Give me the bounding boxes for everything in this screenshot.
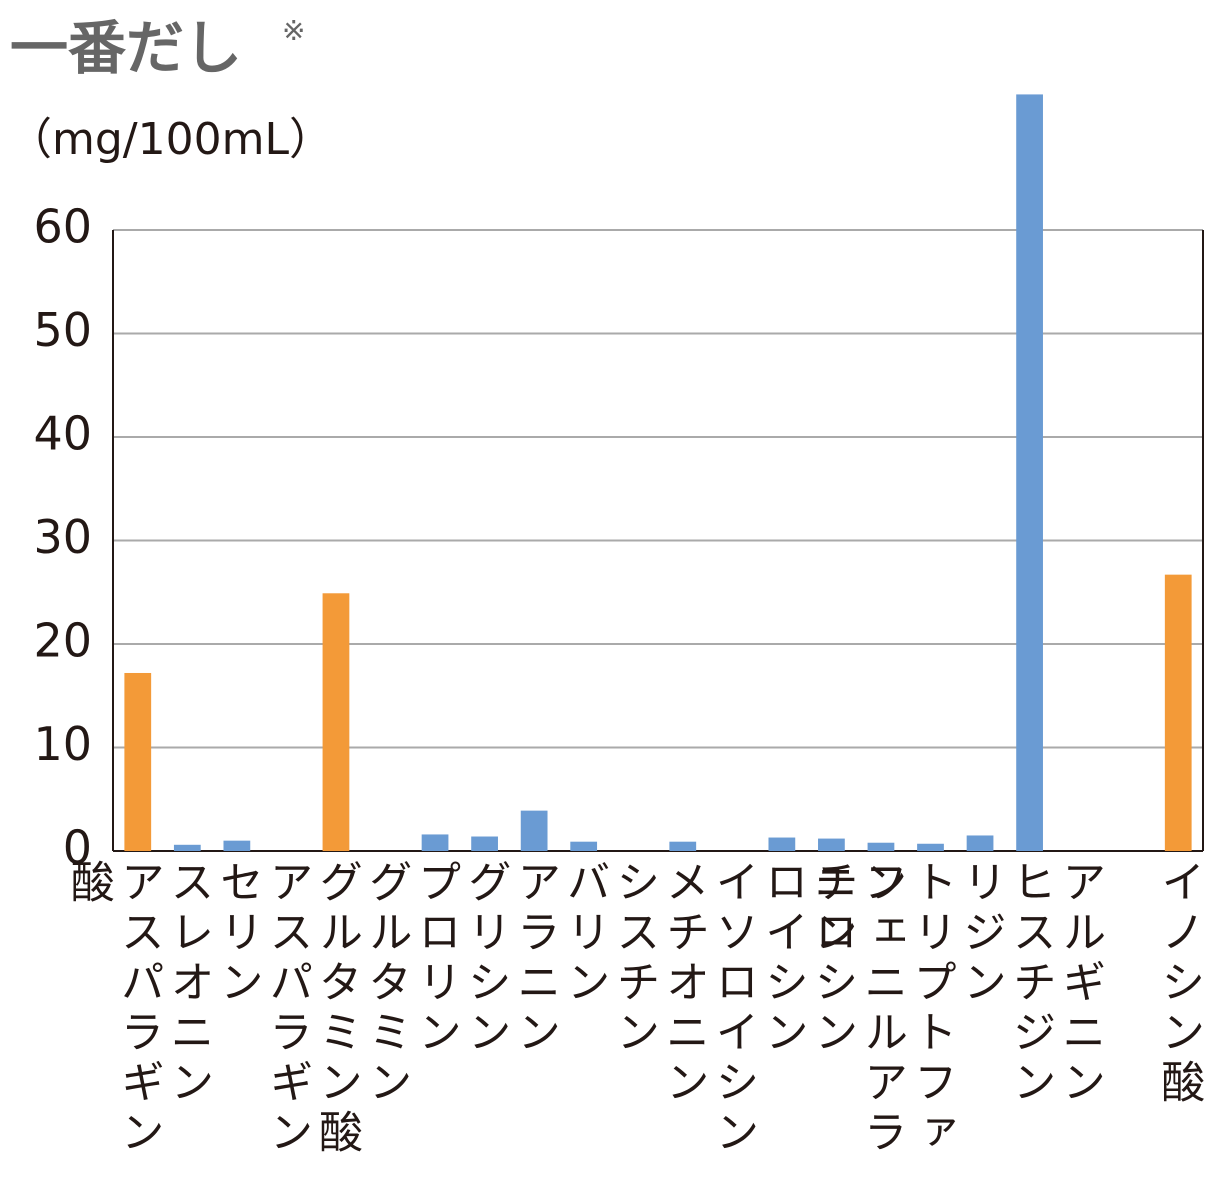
x-tick-label: アルギニン [1054, 859, 1106, 1109]
bar [917, 843, 944, 851]
x-tick-label: グルタミン酸 [310, 859, 362, 1159]
annotation: ※ [282, 14, 305, 47]
bar [1164, 574, 1192, 851]
x-tick-label: メチオニン [657, 859, 709, 1109]
x-tick-label: グルタミン [360, 859, 412, 1109]
bar [768, 837, 796, 851]
bar [124, 672, 152, 851]
x-tick-label: チロシン [806, 859, 858, 1059]
bar [867, 842, 895, 851]
y-tick-label: 50 [33, 303, 92, 357]
y-tick-label: 60 [33, 200, 92, 254]
bar [669, 841, 697, 851]
bar [322, 593, 350, 851]
y-tick-label: 40 [33, 407, 92, 461]
y-tick-label: 30 [33, 510, 92, 564]
x-tick-label: グリシン [459, 859, 511, 1059]
chart-title: 一番だし [10, 14, 242, 82]
x-tick-label: シスチン [608, 859, 660, 1059]
y-tick-label: 10 [33, 717, 92, 771]
x-tick-label: アスパラギン酸 [62, 859, 164, 1159]
y-axis-label: （mg/100mL） [8, 114, 333, 165]
x-tick-label: ヒスチジン [1004, 859, 1056, 1109]
bar [966, 835, 994, 851]
x-tick-label: セリン [211, 859, 263, 1009]
x-tick-label: フェニルアラニン [805, 859, 907, 1159]
x-tick-label: リジン [955, 859, 1007, 1009]
bar [471, 836, 498, 851]
x-tick-label: ロイシン [756, 859, 808, 1059]
bar [818, 838, 845, 851]
y-tick-label: 20 [33, 614, 92, 668]
x-tick-label: バリン [558, 859, 610, 1009]
bar [223, 840, 251, 851]
x-tick-label: アラニン [509, 859, 561, 1059]
y-tick-label: 0 [63, 821, 92, 875]
bar [520, 810, 548, 851]
x-tick-label: スレオニン [162, 859, 214, 1109]
x-tick-label: イソロイシン [707, 859, 759, 1159]
bar [421, 834, 449, 851]
x-tick-label: アスパラギン [261, 859, 313, 1159]
x-tick-label: トリプトファン [855, 859, 957, 1159]
bar [570, 841, 598, 851]
bar [173, 844, 201, 851]
x-tick-label: イノシン酸 [1153, 859, 1205, 1109]
bar [1016, 94, 1043, 852]
x-tick-label: プロリン [410, 859, 462, 1059]
